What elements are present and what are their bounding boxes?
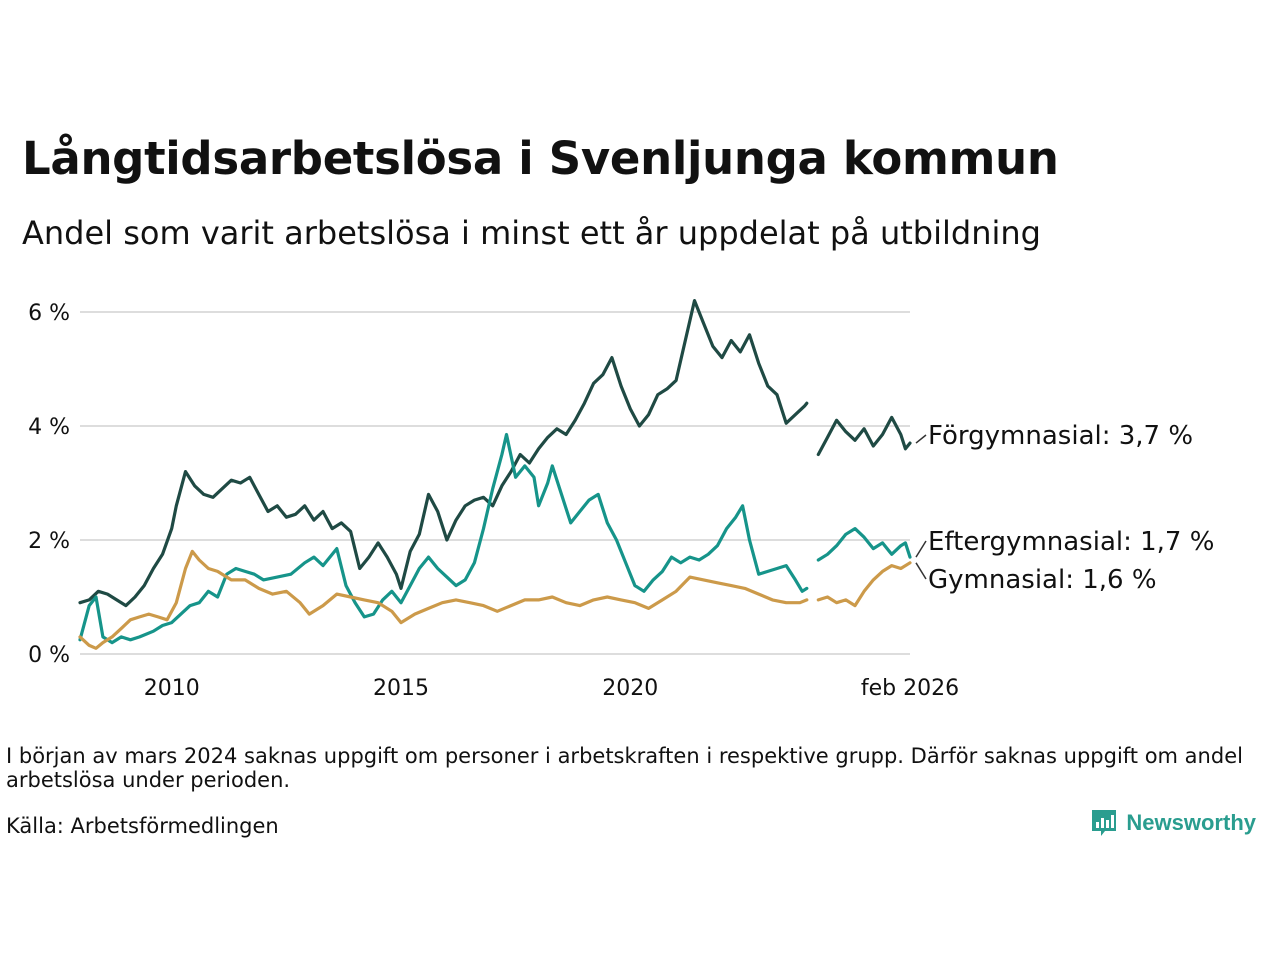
line-chart: 0 % 2 % 4 % 6 % 2010 2015 2020 feb 2026 Förgym… (28, 299, 1214, 701)
y-axis: 0 % 2 % 4 % 6 % (28, 301, 70, 668)
y-tick-label: 2 % (28, 529, 70, 554)
x-tick-label: 2020 (602, 676, 658, 701)
series-line-gymnasial (78, 549, 912, 650)
x-axis: 2010 2015 2020 feb 2026 (144, 676, 959, 701)
brand-logo: Newsworthy (1090, 808, 1256, 838)
y-tick-label: 4 % (28, 415, 70, 440)
series (78, 299, 912, 650)
end-label: Förgymnasial: 3,7 % (928, 421, 1193, 451)
newsworthy-logo-icon (1092, 810, 1117, 836)
x-tick-label: feb 2026 (861, 676, 959, 701)
series-line-eftergymnasial (78, 432, 912, 645)
brand-name: Newsworthy (1126, 810, 1256, 835)
label-leader (915, 540, 927, 558)
label-leader (915, 434, 927, 444)
gridlines (80, 311, 910, 655)
x-tick-label: 2010 (144, 676, 200, 701)
end-label: Gymnasial: 1,6 % (928, 565, 1157, 595)
y-tick-label: 0 % (28, 643, 70, 668)
series-line-f-rgymnasial (78, 299, 912, 608)
chart-title: Långtidsarbetslösa i Svenljunga kommun (22, 132, 1059, 185)
end-labels: Förgymnasial: 3,7 % Eftergymnasial: 1,7 %… (915, 421, 1214, 595)
footnote: I början av mars 2024 saknas uppgift om … (6, 744, 1243, 792)
y-tick-label: 6 % (28, 301, 70, 326)
end-label: Eftergymnasial: 1,7 % (928, 527, 1214, 557)
label-leader (915, 562, 927, 580)
x-tick-label: 2015 (373, 676, 429, 701)
source-note: Källa: Arbetsförmedlingen (6, 814, 279, 838)
chart-subtitle: Andel som varit arbetslösa i minst ett å… (22, 214, 1041, 252)
